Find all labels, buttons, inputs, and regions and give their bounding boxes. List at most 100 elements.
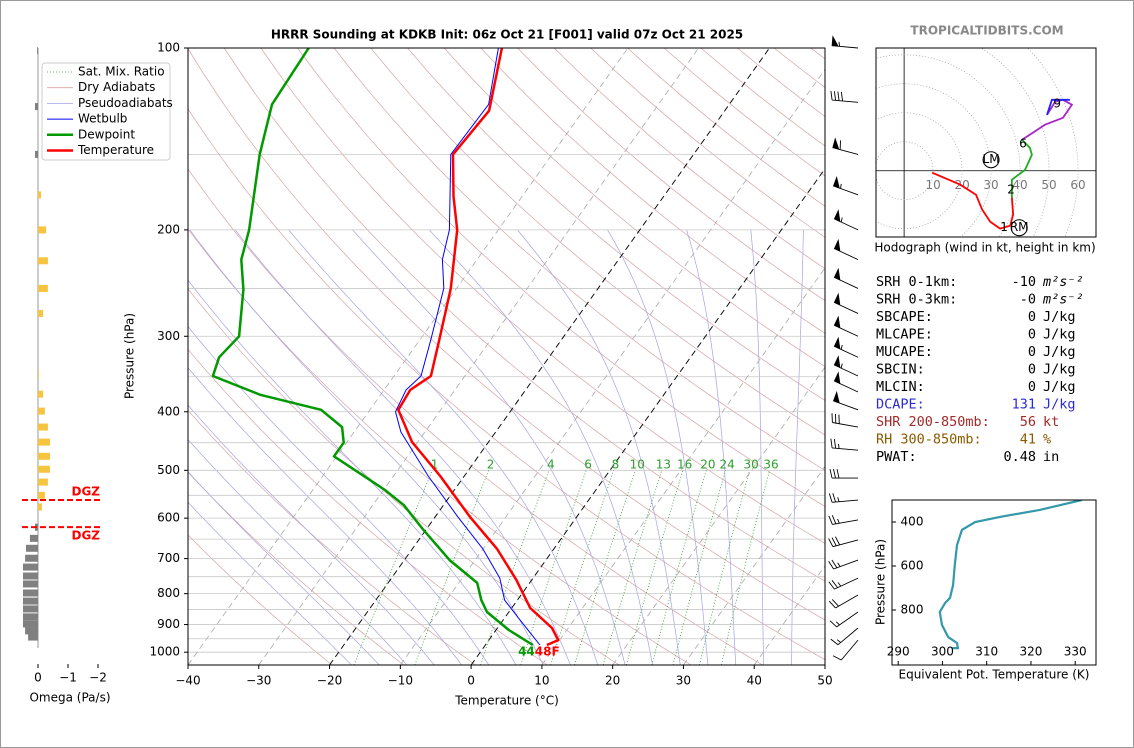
wind-barb <box>830 90 859 103</box>
x-tick-label: 10 <box>534 674 549 688</box>
hodo-ring <box>980 48 1050 237</box>
theta-e-line <box>938 500 1083 650</box>
wind-barb <box>832 137 859 155</box>
mixing-ratio-line <box>602 470 663 665</box>
pseudoadiabat <box>517 229 681 665</box>
wind-barb <box>830 438 859 451</box>
dry-adiabat <box>260 48 825 544</box>
pseudoadiabat <box>188 438 408 665</box>
dry-adiabat <box>480 48 825 334</box>
x-tick-label: 300 <box>931 645 954 659</box>
omega-bar <box>38 423 48 431</box>
omega-bar <box>29 534 38 542</box>
hodo-ring-label: 60 <box>1070 178 1085 192</box>
wind-barb <box>828 559 859 570</box>
dry-adiabat <box>188 288 620 665</box>
x-tick-label: 30 <box>676 674 691 688</box>
hodo-line <box>1021 98 1074 141</box>
height-label: 6 <box>1019 136 1027 150</box>
mixing-ratio-label: 30 <box>744 458 759 472</box>
pseudoadiabat <box>288 229 599 665</box>
profile-line <box>211 48 534 647</box>
omega-bar <box>38 226 47 234</box>
x-tick-label: 0 <box>34 671 42 685</box>
omega-bar <box>23 589 38 597</box>
storm-motion-marker <box>1010 219 1028 237</box>
param-unit: m²s⁻² <box>1042 292 1084 308</box>
y-axis-label: Pressure (hPa) <box>874 539 888 625</box>
param-unit: J/kg <box>1043 379 1076 395</box>
highlight-isotherm <box>329 48 770 665</box>
hodo-label: Hodograph (wind in kt, height in km) <box>874 241 1095 255</box>
surface-label: 44 <box>518 645 535 659</box>
wind-barb <box>832 390 859 411</box>
hodo-frame <box>875 47 1097 238</box>
mixing-ratio-line <box>651 470 707 665</box>
omega-bar <box>38 503 42 511</box>
height-label: 2 <box>1007 182 1015 196</box>
height-label: 9 <box>1053 96 1061 110</box>
legend-label: Wetbulb <box>78 112 127 126</box>
x-tick-label: 320 <box>1019 645 1042 659</box>
pseudoadiabat <box>188 279 517 665</box>
wind-barb <box>828 577 859 590</box>
theta-area <box>938 500 1083 650</box>
omega-bar <box>38 390 44 398</box>
omega-bar <box>23 613 38 621</box>
x-tick-label: −30 <box>246 674 271 688</box>
mixing-ratio-label: 36 <box>763 458 778 472</box>
y-tick-label: 800 <box>157 586 180 600</box>
omega-bar <box>23 597 38 605</box>
omega-bar <box>37 47 38 55</box>
pseudoadiabat <box>429 229 653 665</box>
param-label: MLCIN: <box>876 379 925 395</box>
wind-barb <box>833 209 859 231</box>
param-label: MLCAPE: <box>876 327 933 343</box>
omega-bar <box>38 257 48 265</box>
omega-bar <box>25 627 38 635</box>
omega-bar <box>38 491 45 499</box>
omega-bar <box>25 554 38 562</box>
dgz-label: DGZ <box>71 529 100 543</box>
dry-adiabat <box>223 48 825 582</box>
omega-bar <box>23 605 38 613</box>
dry-adiabat <box>188 348 548 665</box>
dry-adiabat <box>297 48 825 507</box>
x-tick-label: −20 <box>317 674 342 688</box>
y-axis-label: Pressure (hPa) <box>123 313 137 399</box>
omega-bar <box>38 478 48 486</box>
legend-label: Dewpoint <box>78 127 135 141</box>
pseudoadiabat <box>188 325 490 665</box>
hodo-ring <box>1026 48 1079 237</box>
storm-motion-label: RM <box>1010 220 1029 234</box>
legend-label: Pseudoadiabats <box>78 96 173 110</box>
pseudoadiabat <box>188 367 462 665</box>
wind-barb <box>829 468 859 479</box>
hodo-line <box>1046 98 1070 116</box>
omega-bar <box>38 465 50 473</box>
hodo-ring-label: 50 <box>1041 178 1056 192</box>
y-tick-label: 900 <box>157 617 180 631</box>
param-value: -0 <box>1020 292 1036 308</box>
dry-adiabat <box>517 48 825 302</box>
dry-adiabat <box>333 48 825 471</box>
hodo-ring-label: 40 <box>1012 178 1027 192</box>
x-tick-label: −40 <box>175 674 200 688</box>
y-tick-label: 200 <box>157 222 180 236</box>
param-value: 0 <box>1028 362 1036 378</box>
wind-barb <box>833 336 859 358</box>
pseudoadiabat <box>791 229 804 665</box>
omega-bar <box>38 452 50 460</box>
x-tick-label: 330 <box>1064 645 1087 659</box>
pseudoadiabat <box>188 501 352 665</box>
param-value: 0 <box>1028 327 1036 343</box>
y-tick-label: 700 <box>157 551 180 565</box>
wind-barb <box>831 35 859 49</box>
wind-barb <box>828 493 859 503</box>
hodo-ring-label: 30 <box>983 178 998 192</box>
legend-label: Temperature <box>77 143 154 157</box>
wind-barb <box>833 355 859 377</box>
param-unit: in <box>1043 449 1059 465</box>
wind-barb <box>833 238 859 261</box>
